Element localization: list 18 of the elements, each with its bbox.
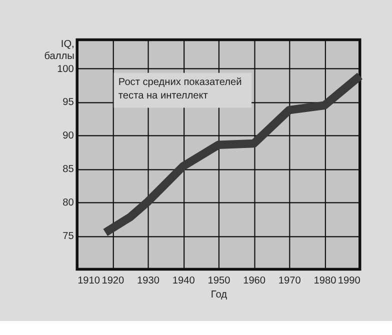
- x-tick-label: 1970: [278, 276, 302, 287]
- y-tick-label: 80: [62, 198, 74, 209]
- y-tick-label: 75: [62, 231, 74, 242]
- x-tick-label: 1920: [102, 276, 125, 287]
- y-tick-label: 95: [62, 97, 74, 108]
- y-tick-label: 85: [62, 164, 74, 176]
- y-axis-title: IQ, баллы: [44, 39, 74, 62]
- y-tick-label: 100: [57, 64, 74, 75]
- x-tick-label: 1940: [172, 276, 196, 287]
- x-axis-title: Год: [210, 289, 228, 300]
- y-tick-label: 90: [62, 130, 74, 142]
- x-tick-label: 1930: [137, 276, 160, 287]
- x-tick-label: 1910: [78, 276, 100, 287]
- x-tick-label: 1950: [208, 276, 231, 287]
- annotation: Рост средних показателей теста на интеллект: [118, 76, 242, 102]
- x-tick-label: 1960: [243, 276, 266, 287]
- x-tick-label: 1980: [314, 276, 337, 287]
- x-tick-label: 1990: [338, 276, 361, 287]
